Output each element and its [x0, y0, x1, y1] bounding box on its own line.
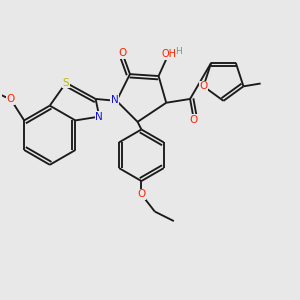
- Text: O: O: [7, 94, 15, 104]
- Text: N: N: [111, 95, 119, 105]
- Text: O: O: [190, 115, 198, 125]
- Text: OH: OH: [162, 49, 177, 59]
- Text: S: S: [63, 78, 69, 88]
- Text: O: O: [137, 189, 146, 200]
- Text: O: O: [200, 81, 208, 91]
- Text: H: H: [175, 47, 182, 56]
- Text: O: O: [118, 48, 127, 58]
- Text: N: N: [95, 112, 103, 122]
